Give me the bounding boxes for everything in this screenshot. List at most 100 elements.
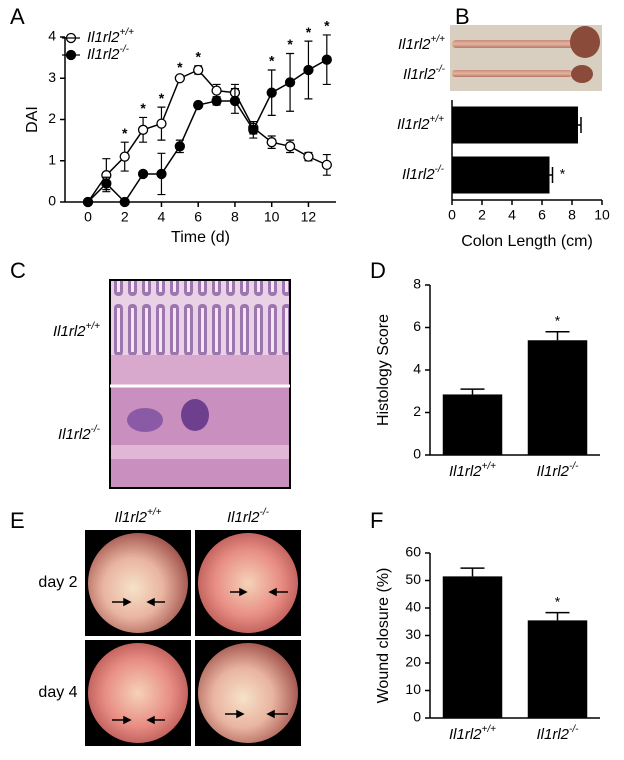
data-point bbox=[321, 159, 332, 171]
y-tick-label: 50 bbox=[405, 571, 421, 587]
significance-marker: * bbox=[560, 166, 566, 182]
row-label: Il1rl2+/+ bbox=[53, 321, 100, 340]
x-tick-label: 8 bbox=[231, 209, 239, 225]
x-tick-label: 6 bbox=[538, 207, 546, 223]
x-tick-label: 2 bbox=[121, 209, 129, 225]
data-point bbox=[82, 196, 94, 208]
row-label: day 2 bbox=[38, 574, 77, 591]
y-tick-label: 6 bbox=[413, 318, 421, 334]
legend-label: Il1rl2-/- bbox=[87, 44, 130, 63]
data-point bbox=[303, 64, 314, 76]
data-point bbox=[156, 118, 167, 129]
data-point bbox=[211, 95, 222, 107]
significance-marker: * bbox=[159, 90, 165, 106]
row-label: Il1rl2-/- bbox=[58, 424, 101, 443]
x-tick-label: Il1rl2+/+ bbox=[449, 461, 496, 480]
y-tick-label: 8 bbox=[413, 276, 421, 292]
panel-label: F bbox=[370, 508, 383, 533]
data-point bbox=[137, 124, 149, 135]
data-point bbox=[174, 73, 185, 84]
y-tick-label: 30 bbox=[405, 626, 421, 642]
significance-marker: * bbox=[287, 36, 293, 52]
x-axis-label: Time (d) bbox=[171, 229, 230, 246]
panel-label: A bbox=[10, 4, 25, 29]
y-axis-label: Histology Score bbox=[375, 314, 392, 426]
data-point bbox=[193, 99, 204, 111]
y-tick-label: 20 bbox=[405, 654, 421, 670]
panel-label: D bbox=[370, 258, 386, 283]
panel-label: C bbox=[10, 258, 26, 283]
significance-marker: * bbox=[324, 18, 330, 34]
x-tick-label: 0 bbox=[448, 207, 456, 223]
colon-photo bbox=[450, 25, 602, 91]
y-tick-label: 4 bbox=[48, 28, 56, 44]
bar bbox=[452, 156, 550, 194]
data-point bbox=[266, 137, 277, 148]
y-tick-label: Il1rl2+/+ bbox=[397, 114, 444, 133]
column-label: Il1rl2+/+ bbox=[115, 507, 162, 526]
histology-images bbox=[109, 279, 291, 489]
significance-marker: * bbox=[555, 312, 561, 328]
y-tick-label: 1 bbox=[48, 151, 56, 167]
y-tick-label: 3 bbox=[48, 69, 56, 85]
bar bbox=[442, 394, 503, 455]
y-tick-label: 4 bbox=[413, 361, 421, 377]
data-point bbox=[119, 151, 130, 162]
data-point bbox=[193, 64, 204, 76]
significance-marker: * bbox=[269, 53, 275, 69]
significance-marker: * bbox=[140, 100, 146, 116]
x-tick-label: 12 bbox=[301, 209, 317, 225]
legend-label: Il1rl2+/+ bbox=[87, 27, 134, 46]
x-tick-label: 8 bbox=[568, 207, 576, 223]
y-tick-label: 2 bbox=[48, 110, 56, 126]
significance-marker: * bbox=[306, 24, 312, 40]
x-tick-label: 2 bbox=[478, 207, 486, 223]
significance-marker: * bbox=[177, 59, 183, 75]
x-tick-label: 6 bbox=[194, 209, 202, 225]
x-tick-label: Il1rl2-/- bbox=[537, 461, 580, 480]
x-tick-label: 4 bbox=[158, 209, 166, 225]
row-label: Il1rl2-/- bbox=[403, 64, 446, 83]
data-point bbox=[137, 168, 149, 180]
data-point bbox=[119, 196, 130, 208]
x-tick-label: 0 bbox=[84, 209, 92, 225]
row-label: Il1rl2+/+ bbox=[398, 34, 445, 53]
y-tick-label: 0 bbox=[413, 709, 421, 725]
bar bbox=[442, 576, 503, 718]
data-point bbox=[321, 54, 332, 65]
x-tick-label: 10 bbox=[594, 207, 610, 223]
data-point bbox=[248, 124, 259, 135]
panel-label: E bbox=[10, 508, 25, 533]
significance-marker: * bbox=[195, 49, 201, 65]
data-point bbox=[229, 95, 241, 107]
panel-label: B bbox=[455, 4, 470, 29]
significance-marker: * bbox=[122, 125, 128, 141]
y-tick-label: Il1rl2-/- bbox=[402, 164, 445, 183]
significance-marker: * bbox=[555, 593, 561, 609]
bar bbox=[527, 620, 588, 718]
y-tick-label: 10 bbox=[405, 681, 421, 697]
data-point bbox=[156, 168, 167, 180]
data-point bbox=[284, 77, 296, 88]
data-point bbox=[101, 178, 112, 189]
y-tick-label: 40 bbox=[405, 599, 421, 615]
x-axis-label: Colon Length (cm) bbox=[461, 233, 593, 250]
y-tick-label: 60 bbox=[405, 544, 421, 560]
endoscopy-images bbox=[85, 530, 301, 746]
y-axis-label: DAI bbox=[24, 106, 41, 133]
data-point bbox=[303, 151, 314, 162]
x-tick-label: 10 bbox=[264, 209, 280, 225]
row-label: day 4 bbox=[38, 684, 77, 701]
data-point bbox=[211, 85, 222, 96]
y-tick-label: 0 bbox=[413, 446, 421, 462]
bar bbox=[527, 340, 588, 455]
x-tick-label: Il1rl2-/- bbox=[537, 724, 580, 743]
data-point bbox=[174, 141, 185, 152]
y-tick-label: 0 bbox=[48, 193, 56, 209]
bar bbox=[452, 106, 578, 144]
data-point bbox=[266, 87, 277, 98]
data-point bbox=[284, 141, 296, 152]
x-tick-label: Il1rl2+/+ bbox=[449, 724, 496, 743]
column-label: Il1rl2-/- bbox=[227, 507, 270, 526]
